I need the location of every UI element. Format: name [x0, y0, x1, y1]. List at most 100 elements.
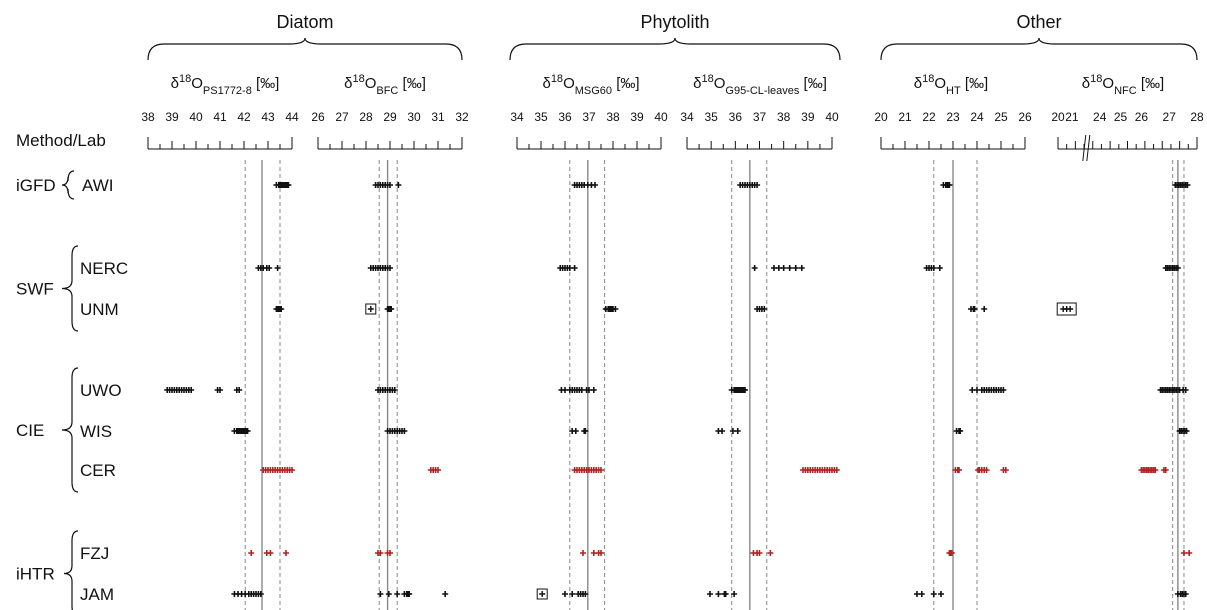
- panel-axis-label: δ18ONFC [‰]: [1082, 73, 1164, 97]
- data-point: [285, 182, 292, 188]
- data-point: [283, 550, 289, 556]
- panel-axis-label-part: [‰]: [398, 75, 426, 92]
- panel-axis-label-part: δ: [693, 75, 701, 92]
- axis-break-mark: [1082, 134, 1087, 162]
- panel-axis-label-part: O: [191, 75, 203, 92]
- data-point: [731, 591, 738, 597]
- tick-label: 27: [1163, 110, 1177, 124]
- tick-label: 20: [874, 110, 888, 124]
- data-point: [1002, 467, 1009, 473]
- data-point: [742, 387, 748, 393]
- data-point: [957, 428, 964, 434]
- lab-label: WIS: [80, 422, 112, 441]
- panel-axis-label-part: G95-CL-leaves: [725, 85, 799, 97]
- panel-axis-label-part: O: [1102, 75, 1114, 92]
- panel-axis-label-part: HT: [946, 85, 961, 97]
- panel-axis-label-part: 18: [701, 73, 713, 85]
- data-point: [217, 387, 223, 393]
- series-CER: [800, 467, 840, 473]
- data-point: [1183, 428, 1190, 434]
- series-FZJ: [248, 550, 289, 556]
- outlier-box: [365, 303, 377, 315]
- tick-label: 43: [261, 110, 275, 124]
- series-AWI: [737, 182, 761, 188]
- series-FZJ: [946, 550, 955, 556]
- tick-label: 36: [558, 110, 572, 124]
- data-point: [562, 591, 568, 597]
- lab-label: JAM: [80, 585, 114, 604]
- series-NERC: [923, 265, 943, 271]
- series-JAM: [1174, 591, 1189, 597]
- data-point: [983, 467, 990, 473]
- series-FZJ: [375, 550, 393, 556]
- method-bracket: [61, 367, 79, 493]
- outlier-box: [1056, 302, 1077, 316]
- axis-break-mark: [1086, 134, 1091, 162]
- data-point: [706, 591, 713, 597]
- tick-label: 25: [994, 110, 1008, 124]
- data-point: [257, 591, 264, 597]
- series-AWI: [1172, 182, 1191, 188]
- data-point: [387, 265, 393, 271]
- data-point: [435, 467, 441, 473]
- panel-axis-label-part: [‰]: [961, 75, 989, 92]
- data-point: [930, 265, 937, 271]
- data-point: [244, 428, 251, 434]
- tick-label: 42: [237, 110, 251, 124]
- tick-label: 44: [285, 110, 299, 124]
- panel-axis-label-part: O: [714, 75, 726, 92]
- lab-label: FZJ: [80, 544, 109, 563]
- panel-axis-label: δ18OBFC [‰]: [344, 73, 426, 97]
- data-point: [572, 428, 579, 434]
- panel-axis-label-part: O: [365, 75, 377, 92]
- series-UNM: [602, 306, 619, 312]
- panel-PS1772-8: δ18OPS1772-8 [‰] 38 39 40 41 42 43 44: [141, 73, 299, 610]
- series-UWO: [558, 387, 597, 393]
- lab-label: CER: [80, 461, 116, 480]
- panel-axis-label-part: 18: [551, 73, 563, 85]
- data-point: [1000, 387, 1007, 393]
- tick-label: 26: [311, 110, 325, 124]
- method-label: iGFD: [16, 176, 56, 195]
- data-point: [1067, 306, 1074, 312]
- panel-axis-label: δ18OMSG60 [‰]: [542, 73, 639, 97]
- data-point: [248, 550, 255, 556]
- data-point: [590, 387, 597, 393]
- tick-label: 27: [335, 110, 349, 124]
- panel-HT: δ18OHT [‰] 20 21 22 23 24 25 26: [874, 73, 1032, 610]
- data-point: [930, 591, 937, 597]
- series-UNM: [273, 306, 285, 312]
- series-CER: [260, 467, 295, 473]
- lab-label: AWI: [82, 176, 113, 195]
- method-label: CIE: [16, 421, 44, 440]
- data-point: [592, 182, 598, 188]
- series-CER: [952, 467, 1009, 473]
- tick-label: 34: [680, 110, 694, 124]
- panel-axis-label-part: [‰]: [799, 75, 827, 92]
- group-title: Diatom: [276, 12, 333, 32]
- panel-axis-label-part: BFC: [376, 85, 398, 97]
- data-point: [948, 550, 955, 556]
- series-WIS: [384, 428, 408, 434]
- panel-axis-label-part: 18: [352, 73, 364, 85]
- series-CER: [1138, 467, 1169, 473]
- series-UNM: [968, 306, 988, 312]
- data-point: [571, 265, 578, 271]
- panel-axis-label: δ18OHT [‰]: [914, 73, 988, 97]
- panel-NFC: δ18ONFC [‰] 20 21 24 25 26 27 28: [1051, 73, 1204, 610]
- series-UWO: [728, 387, 748, 393]
- data-point: [388, 306, 395, 312]
- data-point: [387, 550, 393, 556]
- group-title: Phytolith: [640, 12, 709, 32]
- tick-label: 21: [898, 110, 912, 124]
- group-headers: Diatom Phytolith Other: [147, 12, 1198, 61]
- series-JAM: [536, 588, 589, 600]
- data-point: [786, 265, 793, 271]
- lab-label: NERC: [80, 259, 128, 278]
- data-point: [188, 387, 195, 393]
- data-point: [569, 591, 576, 597]
- data-point: [1184, 182, 1191, 188]
- data-point: [936, 265, 943, 271]
